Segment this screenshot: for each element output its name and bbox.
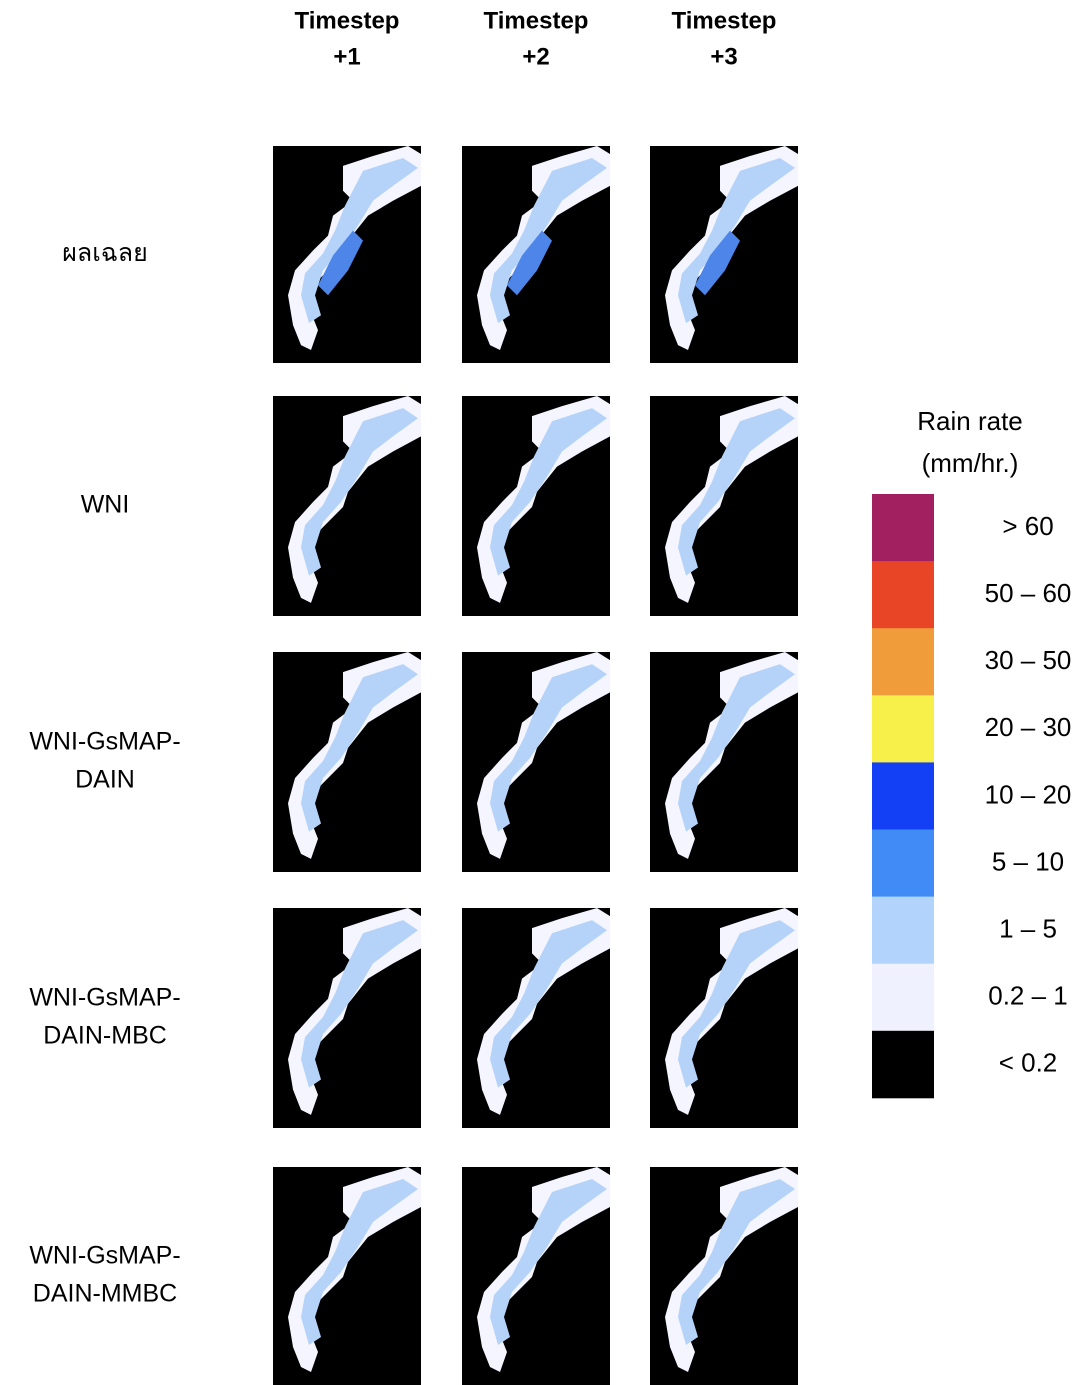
radar-map bbox=[273, 396, 421, 616]
radar-map bbox=[273, 652, 421, 872]
radar-map bbox=[650, 1167, 798, 1385]
legend-label: 10 – 20 bbox=[985, 779, 1072, 809]
row-label: WNI-GsMAP- bbox=[29, 728, 180, 756]
row-label: WNI-GsMAP- bbox=[29, 1242, 180, 1270]
figure: Timestep +1 Timestep +2 Timestep +3 ผลเฉลย WNI W… bbox=[0, 0, 1090, 1385]
column-header: +2 bbox=[522, 43, 549, 70]
legend-title: Rain rate bbox=[917, 406, 1023, 436]
column-header: Timestep bbox=[672, 7, 777, 34]
legend-label: < 0.2 bbox=[999, 1048, 1058, 1078]
map-image bbox=[650, 652, 798, 872]
row-label: ผลเฉลย bbox=[62, 239, 148, 267]
legend-swatch bbox=[872, 1031, 934, 1099]
legend-swatch bbox=[872, 897, 934, 965]
map-image bbox=[273, 1167, 421, 1385]
radar-map bbox=[273, 146, 421, 363]
row-label: WNI-GsMAP- bbox=[29, 984, 180, 1012]
radar-map bbox=[462, 146, 610, 363]
column-header: +3 bbox=[710, 43, 737, 70]
map-image bbox=[462, 908, 610, 1128]
legend-swatch bbox=[872, 494, 934, 562]
radar-map bbox=[273, 908, 421, 1128]
radar-map bbox=[650, 652, 798, 872]
legend-title: (mm/hr.) bbox=[922, 448, 1019, 478]
radar-map bbox=[650, 908, 798, 1128]
column-header: Timestep bbox=[295, 7, 400, 34]
radar-map bbox=[462, 652, 610, 872]
row-label: DAIN bbox=[75, 766, 135, 794]
radar-map bbox=[650, 146, 798, 363]
legend-swatch bbox=[872, 695, 934, 763]
radar-map bbox=[650, 396, 798, 616]
row-label: DAIN-MBC bbox=[43, 1022, 167, 1050]
map-image bbox=[650, 1167, 798, 1385]
radar-map bbox=[462, 1167, 610, 1385]
column-header: +1 bbox=[333, 43, 360, 70]
legend-label: 20 – 30 bbox=[985, 712, 1072, 742]
map-image bbox=[462, 1167, 610, 1385]
legend-label: 0.2 – 1 bbox=[988, 981, 1068, 1011]
map-image bbox=[650, 396, 798, 616]
map-image bbox=[273, 396, 421, 616]
legend-label: > 60 bbox=[1002, 511, 1053, 541]
map-image bbox=[273, 908, 421, 1128]
legend-swatch bbox=[872, 561, 934, 629]
row-label: WNI bbox=[81, 491, 130, 519]
legend-swatch bbox=[872, 628, 934, 696]
legend-label: 5 – 10 bbox=[992, 846, 1064, 876]
column-header: Timestep bbox=[484, 7, 589, 34]
legend-swatch bbox=[872, 830, 934, 898]
legend-swatch bbox=[872, 964, 934, 1031]
row-label: DAIN-MMBC bbox=[33, 1280, 177, 1308]
radar-map bbox=[273, 1167, 421, 1385]
map-image bbox=[650, 908, 798, 1128]
map-image bbox=[462, 396, 610, 616]
radar-map bbox=[462, 396, 610, 616]
legend-swatch bbox=[872, 762, 934, 830]
legend-label: 50 – 60 bbox=[985, 578, 1072, 608]
page: Timestep +1 Timestep +2 Timestep +3 ผลเฉลย WNI W… bbox=[0, 0, 1090, 1385]
map-image bbox=[462, 652, 610, 872]
legend-label: 30 – 50 bbox=[985, 645, 1072, 675]
legend-label: 1 – 5 bbox=[999, 913, 1057, 943]
radar-map bbox=[462, 908, 610, 1128]
map-image bbox=[273, 652, 421, 872]
